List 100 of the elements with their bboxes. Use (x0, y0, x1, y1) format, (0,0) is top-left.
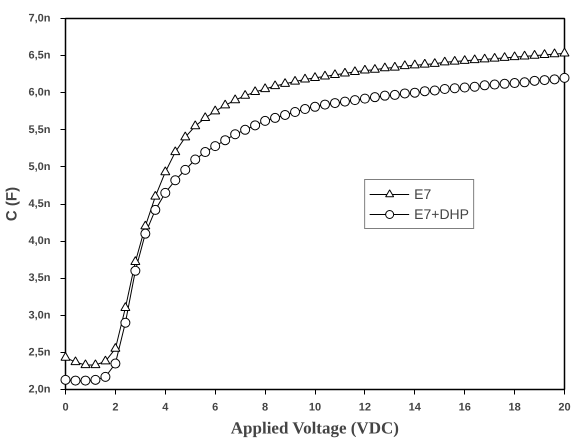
point (320, 100, 330, 110)
point (550, 48, 560, 58)
y-tick-label: 5,5n (28, 124, 51, 136)
point (400, 88, 410, 98)
point (230, 94, 240, 104)
point (130, 266, 140, 276)
point (330, 98, 340, 108)
point (300, 74, 310, 82)
x-tick-label: 0 (62, 402, 69, 414)
point (130, 256, 140, 265)
point (210, 141, 220, 152)
x-tick-label: 18 (508, 402, 521, 414)
point (90, 374, 100, 385)
y-tick-label: 7,0n (28, 12, 51, 24)
point (510, 78, 520, 88)
y-tick-label: 4,5n (28, 198, 51, 210)
point (360, 64, 370, 74)
point (140, 228, 150, 239)
point (420, 58, 430, 68)
point (180, 164, 190, 175)
y-tick-label: 4,0n (28, 235, 51, 248)
point (290, 107, 300, 117)
x-tick-label: 16 (458, 402, 471, 414)
point (440, 84, 450, 94)
x-tick-label: 14 (408, 402, 422, 414)
point (190, 120, 200, 130)
point (190, 154, 200, 164)
point (540, 49, 550, 58)
point (90, 359, 100, 368)
point (510, 51, 520, 60)
point (270, 112, 280, 123)
point (250, 120, 260, 130)
point (520, 77, 530, 88)
point (390, 90, 400, 100)
point (280, 110, 290, 120)
legend-label: E7 (414, 186, 432, 202)
point (390, 62, 400, 71)
y-tick-label: 3,0n (28, 309, 51, 322)
point (110, 342, 120, 352)
point (220, 135, 230, 146)
point (430, 58, 440, 67)
point (100, 356, 110, 364)
point (230, 129, 240, 140)
x-tick-label: 12 (358, 402, 372, 414)
y-tick-label: 6,0n (28, 86, 51, 99)
point (470, 82, 480, 92)
y-axis-title: C (F) (3, 186, 20, 222)
point (450, 56, 460, 65)
point (240, 124, 250, 135)
point (520, 50, 530, 60)
point (420, 86, 430, 96)
y-tick-label: 3,5n (28, 272, 51, 284)
point (220, 100, 230, 108)
point (210, 106, 220, 114)
point (380, 90, 390, 101)
point (500, 78, 510, 89)
point (160, 188, 170, 198)
y-tick-label: 6,5n (28, 50, 51, 62)
point (180, 132, 190, 140)
point (400, 60, 410, 70)
point (560, 48, 570, 56)
point (460, 82, 470, 92)
point (490, 52, 500, 62)
x-axis-title: Applied Voltage (VDC) (230, 418, 399, 438)
point (380, 62, 390, 72)
point (310, 102, 320, 112)
point (200, 147, 210, 158)
point (350, 95, 360, 106)
point (150, 190, 160, 200)
point (530, 76, 540, 86)
point (240, 90, 250, 99)
y-tick-label: 5,0n (28, 160, 51, 173)
point (110, 358, 120, 369)
point (290, 76, 300, 85)
point (370, 64, 380, 73)
point (320, 70, 330, 80)
point (500, 52, 510, 61)
point (410, 88, 420, 98)
point (440, 56, 450, 66)
point (310, 72, 320, 81)
point (60, 374, 70, 385)
point (200, 112, 210, 122)
point (360, 94, 370, 104)
x-tick-label: 4 (162, 402, 170, 414)
point (340, 96, 350, 107)
point (490, 80, 500, 90)
point (350, 66, 360, 76)
point (530, 50, 540, 59)
point (100, 372, 110, 382)
point (160, 166, 170, 176)
point (460, 55, 470, 64)
point (120, 302, 130, 311)
point (430, 85, 440, 96)
x-tick-label: 6 (212, 402, 218, 414)
point (170, 175, 180, 186)
point (280, 78, 290, 87)
point (370, 92, 380, 102)
point (550, 74, 560, 84)
x-tick-label: 2 (112, 402, 118, 414)
point (480, 80, 490, 90)
